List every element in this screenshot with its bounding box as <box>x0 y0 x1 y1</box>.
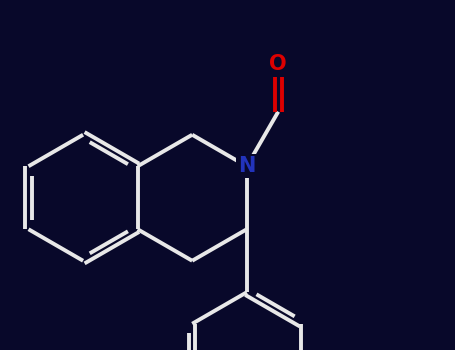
Text: N: N <box>238 156 255 176</box>
Text: O: O <box>269 55 287 75</box>
